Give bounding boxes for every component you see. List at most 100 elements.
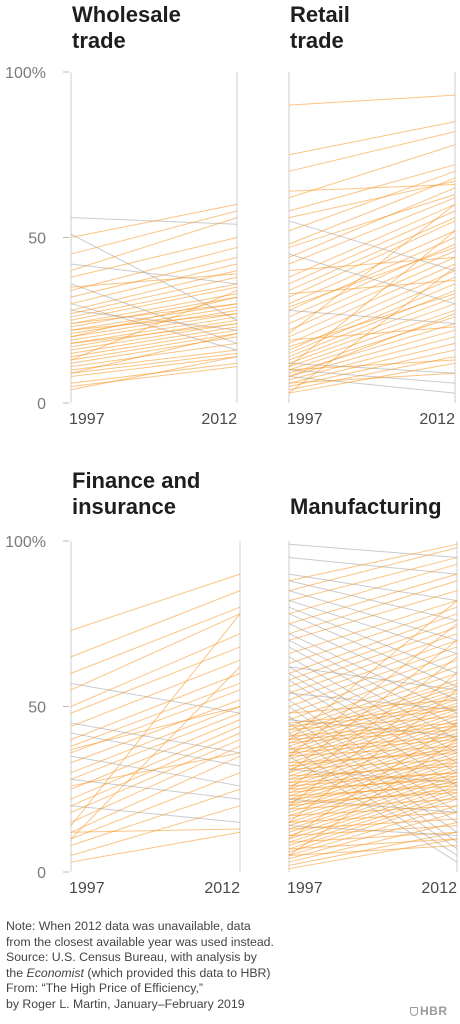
series-line [70, 283, 238, 318]
series-line [288, 742, 458, 797]
series-line [288, 689, 458, 823]
series-line [288, 246, 456, 308]
series-line [288, 656, 458, 790]
series-line [288, 745, 458, 856]
series-line [288, 778, 458, 833]
series-line [288, 656, 458, 754]
series-line [70, 237, 238, 278]
note-line: from the closest available year was used… [6, 934, 274, 949]
series-line [288, 180, 456, 219]
series-line [288, 316, 456, 371]
series-line [70, 778, 241, 800]
series-line [288, 349, 456, 387]
series-line [70, 732, 241, 767]
series-line [288, 94, 456, 106]
series-line [70, 590, 241, 658]
series-line [288, 547, 458, 592]
x-tick-label: 2012 [421, 880, 457, 897]
series-line [288, 309, 456, 368]
series-line [70, 573, 241, 631]
series-line [70, 263, 238, 305]
series-line [288, 845, 458, 856]
series-line [288, 825, 458, 837]
series-line [288, 220, 456, 298]
series-line [70, 682, 241, 747]
series-line [288, 131, 456, 172]
series-line [70, 333, 238, 374]
y-tick-label: 50 [28, 231, 46, 248]
series-line [288, 573, 458, 625]
series-line [288, 716, 458, 833]
series-line [288, 590, 458, 641]
series-line [70, 329, 238, 358]
series-line [70, 303, 238, 325]
series-line [288, 323, 456, 374]
series-line [288, 795, 458, 850]
series-line [70, 316, 238, 344]
series-line [70, 672, 241, 741]
series-line [70, 633, 241, 707]
series-line [70, 606, 241, 674]
series-line [70, 772, 241, 840]
series-line [70, 699, 241, 764]
series-line [70, 788, 241, 846]
series-line [288, 296, 456, 361]
series-line [288, 745, 458, 800]
series-line [288, 580, 458, 621]
x-tick-label: 2012 [201, 411, 237, 428]
y-tick-label: 0 [37, 396, 46, 413]
author-line: by Roger L. Martin, January–February 201… [6, 996, 245, 1011]
source-line: the Economist (which provided this data … [6, 966, 386, 982]
x-tick-label: 1997 [69, 411, 105, 428]
series-line [288, 256, 456, 272]
y-tick-label: 50 [28, 700, 46, 717]
series-line [288, 782, 458, 837]
series-line [288, 217, 456, 291]
series-line [70, 313, 238, 331]
series-line [288, 782, 458, 800]
series-line [70, 752, 241, 787]
series-line [70, 286, 238, 321]
series-line [288, 762, 458, 817]
series-line [288, 563, 458, 615]
series-line [70, 722, 241, 754]
series-line [70, 356, 238, 391]
series-line [288, 673, 458, 807]
series-line [70, 270, 238, 311]
chart-title: insurance [72, 494, 176, 519]
series-line [288, 376, 456, 394]
series-line [288, 356, 456, 391]
series-line [70, 309, 238, 338]
y-tick-label: 100% [5, 534, 46, 551]
series-line [288, 359, 456, 371]
series-line [70, 682, 241, 714]
series-line [288, 653, 458, 714]
series-line [288, 725, 458, 780]
series-line [70, 276, 238, 315]
series-line [70, 313, 238, 341]
series-line [70, 366, 238, 387]
series-line [70, 342, 238, 368]
series-line [70, 293, 238, 325]
series-line [288, 184, 456, 192]
series-line [288, 623, 458, 701]
series-line [70, 323, 238, 344]
chart-title: trade [72, 28, 126, 53]
series-line [288, 831, 458, 866]
series-line [70, 613, 241, 691]
series-line [288, 220, 456, 272]
series-line [70, 352, 238, 374]
series-line [70, 323, 238, 351]
series-line [288, 256, 456, 331]
series-line [288, 729, 458, 744]
series-line [288, 573, 458, 602]
series-line [288, 821, 458, 863]
series-line [288, 719, 458, 737]
series-line [288, 543, 458, 582]
series-line [288, 633, 458, 714]
series-line [288, 798, 458, 810]
series-line [70, 263, 238, 285]
series-line [70, 712, 241, 780]
